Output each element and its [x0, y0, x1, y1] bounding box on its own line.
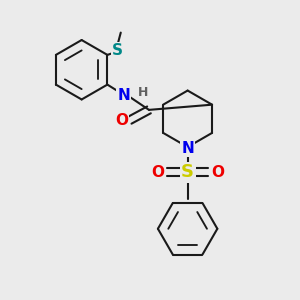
Text: S: S [181, 163, 194, 181]
Text: O: O [115, 113, 128, 128]
Text: O: O [152, 165, 164, 180]
Text: N: N [181, 141, 194, 156]
Text: N: N [117, 88, 130, 103]
Text: S: S [112, 43, 123, 58]
Text: O: O [211, 165, 224, 180]
Text: H: H [138, 85, 148, 98]
